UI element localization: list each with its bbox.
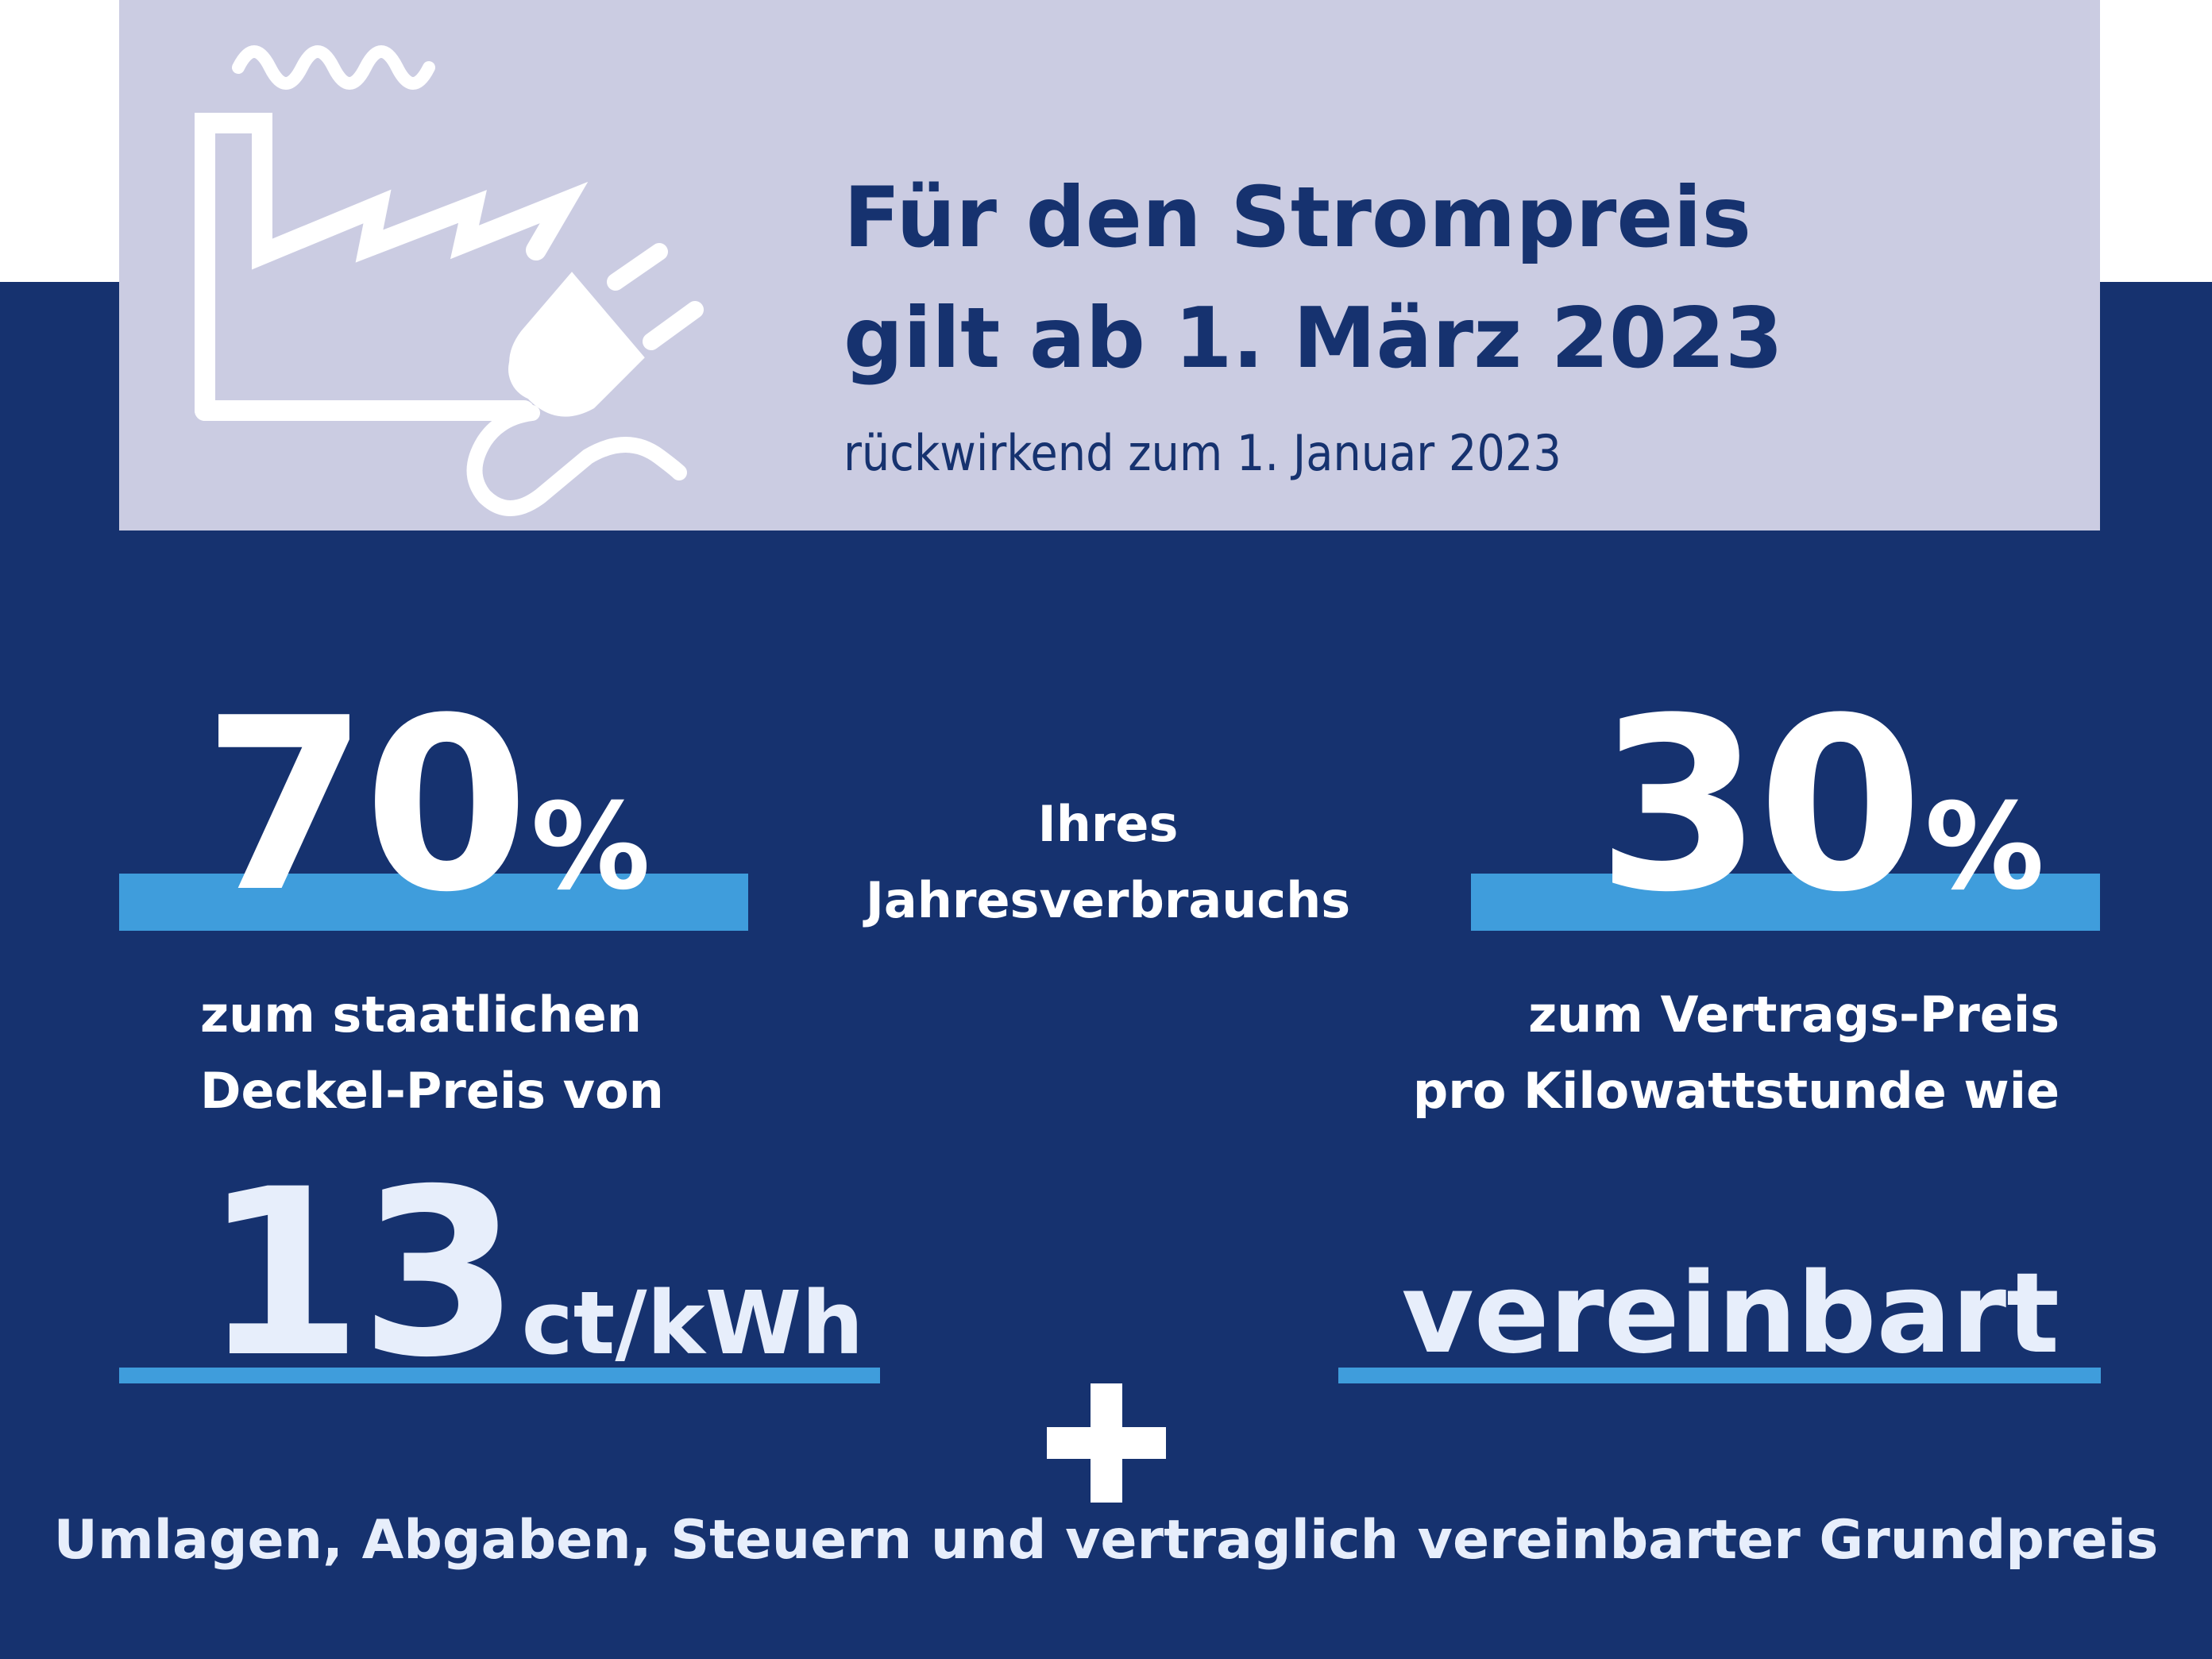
percent-left-symbol: % bbox=[531, 778, 650, 916]
title-line-2: gilt ab 1. März 2023 bbox=[843, 290, 1783, 387]
right-label-line-1: zum Vertrags-Preis bbox=[1528, 986, 2060, 1044]
center-label-line-2: Jahresverbrauchs bbox=[865, 871, 1351, 929]
center-label-line-1: Ihres bbox=[1037, 795, 1179, 853]
title-line-1: Für den Strompreis bbox=[843, 169, 1752, 266]
underline-bar-right bbox=[1338, 1368, 2101, 1383]
page-subtitle: rückwirkend zum 1. Januar 2023 bbox=[843, 424, 1562, 482]
cap-price: 13ct/kWh bbox=[203, 1159, 863, 1390]
page-title: Für den Strompreis gilt ab 1. März 2023 bbox=[843, 176, 1783, 418]
header-panel bbox=[119, 0, 2100, 530]
plus-icon bbox=[1047, 1383, 1166, 1503]
footer-text: Umlagen, Abgaben, Steuern und vertraglic… bbox=[53, 1509, 2159, 1572]
left-label: zum staatlichen Deckel-Preis von bbox=[200, 977, 664, 1129]
percent-right-value: 30 bbox=[1596, 667, 1923, 944]
percent-left: 70% bbox=[203, 687, 650, 925]
percent-right: 30% bbox=[1596, 687, 2044, 925]
accent-bar-left bbox=[119, 874, 748, 931]
left-label-line-2: Deckel-Preis von bbox=[200, 1062, 664, 1120]
accent-bar-right bbox=[1471, 874, 2100, 931]
right-label-line-2: pro Kilowattstunde wie bbox=[1412, 1062, 2060, 1120]
center-label: Ihres Jahresverbrauchs bbox=[858, 786, 1358, 939]
cap-price-unit: ct/kWh bbox=[521, 1272, 864, 1374]
left-label-line-1: zum staatlichen bbox=[200, 986, 642, 1044]
underline-bar-left bbox=[119, 1368, 880, 1383]
percent-left-value: 70 bbox=[203, 667, 529, 944]
right-label: zum Vertrags-Preis pro Kilowattstunde wi… bbox=[1413, 977, 2060, 1129]
cap-price-value: 13 bbox=[203, 1140, 520, 1408]
factory-plug-icon bbox=[195, 45, 704, 516]
agreed-text: vereinbart bbox=[1401, 1249, 2060, 1379]
percent-right-symbol: % bbox=[1924, 778, 2044, 916]
